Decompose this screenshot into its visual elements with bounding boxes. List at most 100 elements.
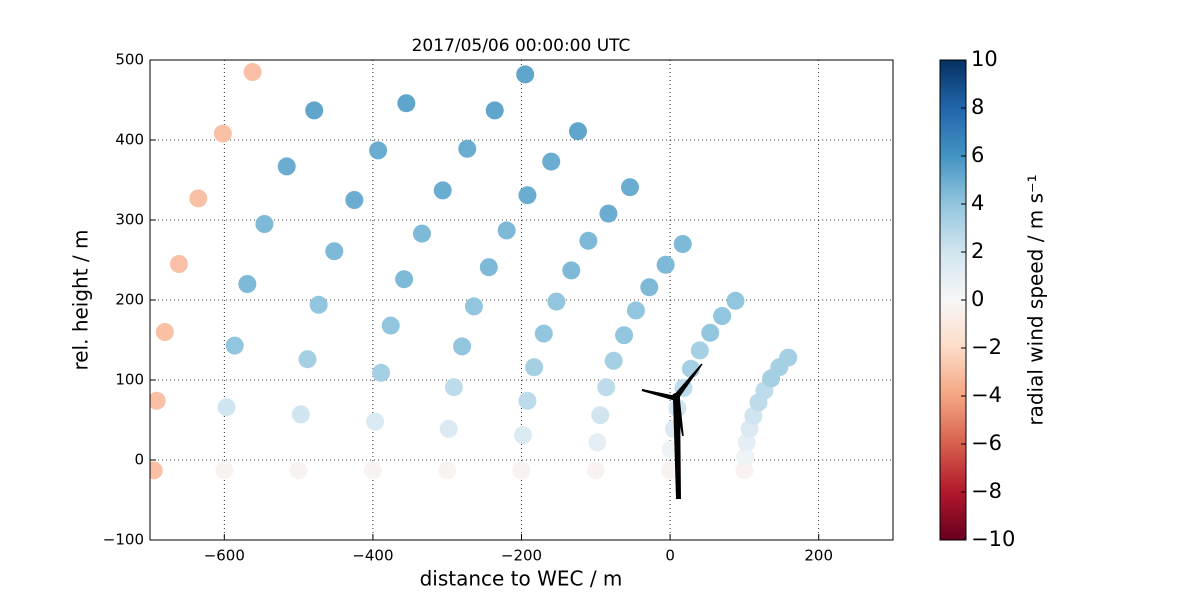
scan-point: [169, 255, 188, 273]
colorbar-tick-label: −2: [971, 335, 1002, 359]
scan-point: [586, 461, 605, 480]
scan-point: [215, 461, 234, 480]
y-tick-label: 300: [115, 211, 144, 229]
scan-point: [542, 152, 561, 171]
scan-point: [395, 270, 414, 289]
scan-point: [150, 461, 163, 480]
y-axis-label: rel. height / m: [69, 229, 93, 370]
scan-point: [547, 292, 566, 311]
x-tick-label: −400: [352, 547, 393, 565]
scan-point: [433, 181, 452, 200]
x-axis-label: distance to WEC / m: [420, 567, 623, 591]
y-tick-label: 400: [115, 131, 144, 149]
scan-point: [453, 337, 472, 356]
chart-title: 2017/05/06 00:00:00 UTC: [412, 36, 631, 56]
scan-point: [189, 189, 208, 208]
colorbar-tick-label: −6: [971, 431, 1002, 455]
y-tick-label: 100: [115, 371, 144, 389]
scan-point: [626, 301, 645, 320]
scan-point: [444, 378, 463, 397]
scan-point: [534, 324, 553, 343]
scan-point: [438, 461, 457, 480]
scan-point: [243, 63, 262, 81]
scan-point: [656, 255, 675, 274]
grid: [150, 59, 893, 541]
scan-point: [325, 242, 344, 261]
scan-point: [479, 258, 498, 277]
scan-point: [397, 94, 416, 113]
scan-point: [277, 157, 296, 176]
scan-point: [604, 351, 623, 370]
scan-point: [291, 405, 310, 424]
scan-point: [588, 433, 607, 452]
scan-point: [690, 341, 709, 360]
y-tick-label: 200: [115, 291, 144, 309]
x-tick-label: 0: [665, 547, 675, 565]
colorbar-tick-label: 10: [971, 47, 998, 71]
scan-point: [701, 323, 720, 342]
scan-point: [372, 363, 391, 382]
scan-point: [213, 124, 232, 143]
turbine-blade: [641, 389, 677, 402]
scan-point: [345, 191, 364, 209]
scan-point: [289, 461, 308, 480]
points: [150, 63, 798, 480]
scan-point: [150, 391, 166, 410]
y-tick-label: 500: [115, 51, 144, 69]
scan-point: [518, 391, 537, 410]
colorbar-tick-label: −8: [971, 479, 1002, 503]
scan-point: [513, 426, 532, 445]
scan-point: [363, 461, 382, 480]
scan-point: [673, 235, 692, 253]
scan-point: [458, 139, 477, 158]
scan-point: [737, 433, 756, 452]
scan-point: [516, 65, 535, 84]
colorbar-label: radial wind speed / m s⁻¹: [1024, 174, 1048, 425]
scan-point: [412, 224, 431, 243]
scan-point: [439, 419, 458, 438]
scan-point: [735, 461, 754, 480]
x-tick-label: −600: [204, 547, 245, 565]
scan-point: [615, 326, 634, 345]
scan-point: [568, 122, 587, 141]
scan-point: [579, 231, 598, 250]
scan-point: [640, 278, 659, 297]
scan-point: [591, 406, 610, 425]
scan-point: [661, 461, 680, 480]
scan-point: [744, 407, 763, 425]
colorbar-tick-label: 0: [971, 287, 984, 311]
y-tick-label: 0: [134, 451, 144, 469]
scan-point: [238, 275, 257, 293]
turbine-tower: [673, 398, 681, 499]
scan-point: [225, 336, 244, 355]
scan-point: [597, 378, 616, 397]
scan-point: [497, 221, 516, 240]
colorbar-tick-label: −10: [971, 527, 1015, 551]
turbine-hub: [672, 393, 680, 401]
scan-point: [369, 141, 388, 160]
scan-point: [736, 447, 755, 466]
x-tick-label: −200: [501, 547, 542, 565]
x-tick-label: 200: [804, 547, 833, 565]
scan-point: [726, 291, 745, 310]
scan-point: [255, 215, 274, 233]
scan-point: [155, 323, 174, 341]
scan-point: [525, 358, 544, 377]
scan-point: [485, 101, 504, 120]
scan-point: [713, 307, 732, 325]
colorbar-tick-label: 8: [971, 95, 984, 119]
scan-point: [518, 186, 537, 205]
colorbar-tick-label: 4: [971, 191, 984, 215]
y-tick-label: −100: [103, 531, 144, 549]
colorbar-tick-label: 2: [971, 239, 984, 263]
wind-turbine: [641, 363, 703, 499]
scan-point: [599, 204, 618, 223]
scan-point: [620, 178, 639, 197]
scan-point: [562, 261, 581, 280]
scan-point: [464, 297, 483, 316]
scan-point: [217, 398, 236, 417]
scan-point: [381, 316, 400, 335]
scan-point: [512, 461, 531, 480]
